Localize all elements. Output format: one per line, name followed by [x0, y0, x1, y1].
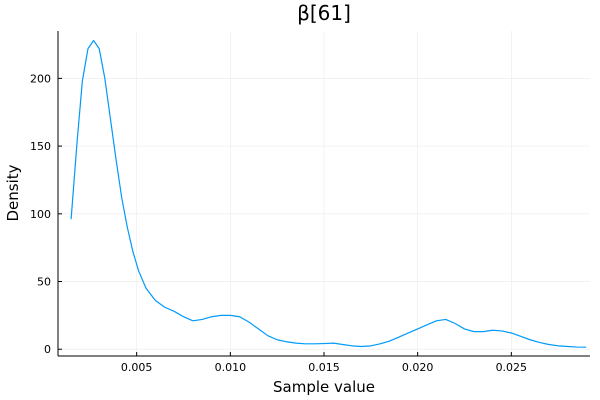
x-axis-title: Sample value [273, 378, 375, 396]
y-tick-label: 50 [37, 276, 51, 289]
chart-title: β[61] [297, 1, 351, 25]
y-tick-label: 0 [44, 343, 51, 356]
y-tick-label: 150 [30, 140, 51, 153]
x-tick-label: 0.010 [215, 361, 247, 374]
grid [58, 31, 590, 356]
series-layer [70, 39, 587, 348]
x-tick-label: 0.020 [402, 361, 434, 374]
density-line [70, 39, 587, 348]
ticks: 0.005 0.010 0.015 0.020 0.025 0 50 100 150 200 [30, 72, 527, 374]
x-tick-label: 0.015 [308, 361, 340, 374]
y-tick-label: 200 [30, 72, 51, 85]
y-axis-title: Density [4, 164, 22, 221]
y-tick-label: 100 [30, 208, 51, 221]
x-tick-label: 0.025 [496, 361, 528, 374]
x-tick-label: 0.005 [121, 361, 153, 374]
